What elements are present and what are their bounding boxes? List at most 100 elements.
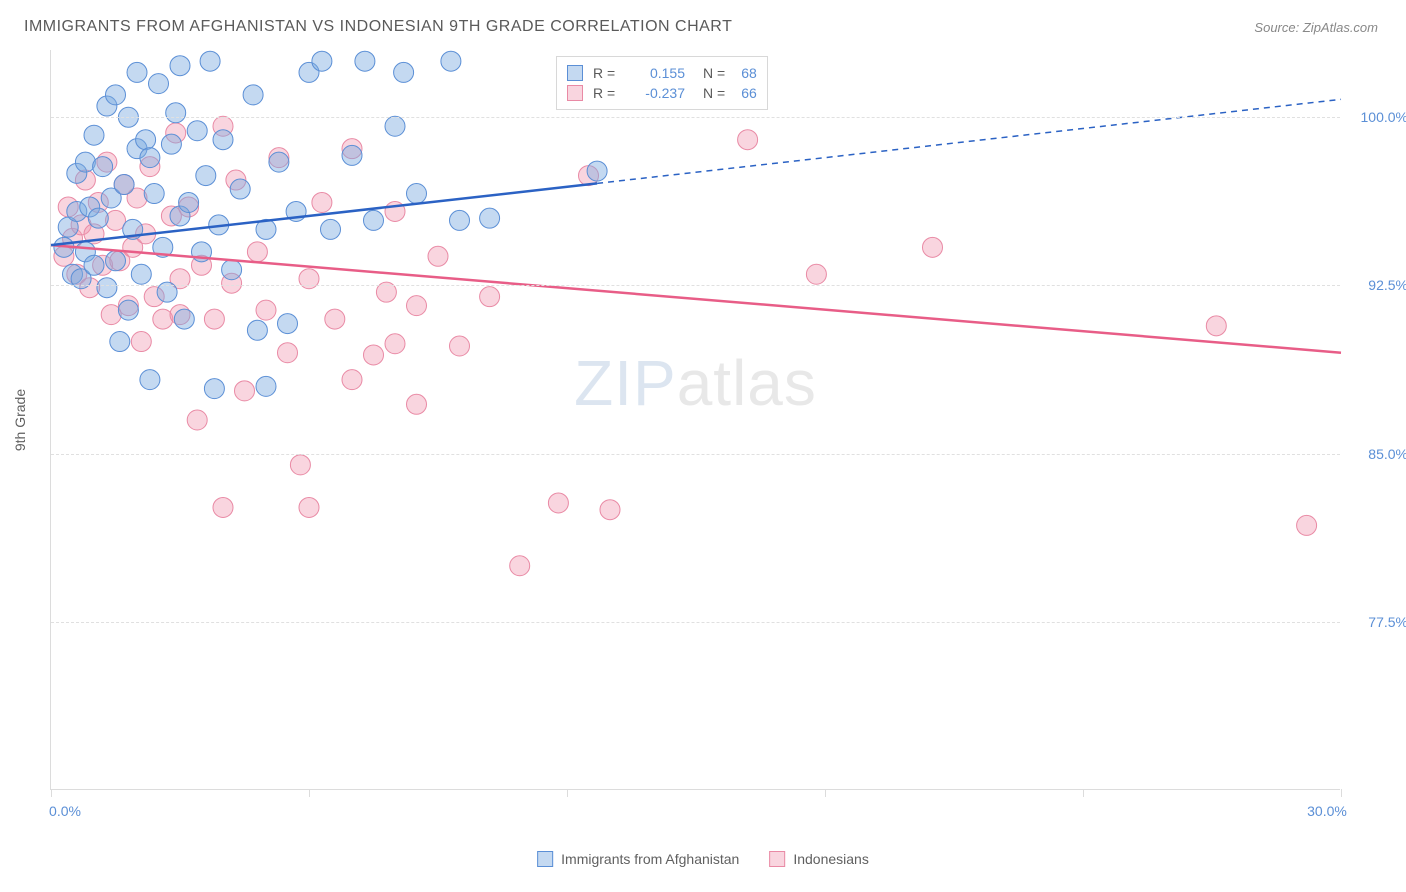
- scatter-point: [106, 85, 126, 105]
- scatter-point: [312, 51, 332, 71]
- scatter-point: [510, 556, 530, 576]
- scatter-point: [407, 296, 427, 316]
- legend-item-series1: Immigrants from Afghanistan: [537, 851, 739, 867]
- scatter-point: [149, 74, 169, 94]
- scatter-point: [247, 242, 267, 262]
- scatter-point: [1297, 515, 1317, 535]
- grid-line: [51, 622, 1340, 623]
- scatter-point: [213, 497, 233, 517]
- x-tick: [1083, 789, 1084, 797]
- stats-r-series1: 0.155: [631, 65, 685, 81]
- chart-svg: [51, 50, 1341, 790]
- stats-row-series1: R = 0.155 N = 68: [567, 63, 757, 83]
- scatter-point: [342, 370, 362, 390]
- scatter-point: [247, 320, 267, 340]
- scatter-point: [278, 314, 298, 334]
- scatter-point: [84, 255, 104, 275]
- source-value: ZipAtlas.com: [1303, 20, 1378, 35]
- scatter-point: [136, 130, 156, 150]
- scatter-point: [140, 148, 160, 168]
- scatter-point: [230, 179, 250, 199]
- scatter-point: [235, 381, 255, 401]
- scatter-point: [106, 251, 126, 271]
- scatter-point: [144, 184, 164, 204]
- stats-n-label: N =: [703, 85, 725, 101]
- plot-area: R = 0.155 N = 68 R = -0.237 N = 66 ZIPat…: [50, 50, 1340, 790]
- scatter-point: [385, 334, 405, 354]
- stats-n-series1: 68: [741, 65, 757, 81]
- scatter-point: [290, 455, 310, 475]
- source-attribution: Source: ZipAtlas.com: [1254, 20, 1378, 35]
- legend-label-series1: Immigrants from Afghanistan: [561, 851, 739, 867]
- scatter-point: [385, 116, 405, 136]
- footer-legend: Immigrants from Afghanistan Indonesians: [537, 851, 869, 867]
- regression-line: [51, 245, 1341, 353]
- scatter-point: [187, 121, 207, 141]
- scatter-point: [187, 410, 207, 430]
- scatter-point: [196, 166, 216, 186]
- legend-swatch-series2: [769, 851, 785, 867]
- scatter-point: [450, 210, 470, 230]
- scatter-point: [355, 51, 375, 71]
- scatter-point: [153, 309, 173, 329]
- stats-n-label: N =: [703, 65, 725, 81]
- scatter-point: [364, 345, 384, 365]
- scatter-point: [93, 157, 113, 177]
- y-tick-label: 92.5%: [1368, 277, 1406, 293]
- x-tick: [309, 789, 310, 797]
- scatter-point: [407, 394, 427, 414]
- x-tick: [567, 789, 568, 797]
- scatter-point: [441, 51, 461, 71]
- scatter-point: [204, 379, 224, 399]
- legend-swatch-series1: [537, 851, 553, 867]
- scatter-point: [114, 175, 134, 195]
- scatter-point: [200, 51, 220, 71]
- scatter-point: [97, 278, 117, 298]
- scatter-point: [256, 300, 276, 320]
- legend-item-series2: Indonesians: [769, 851, 869, 867]
- stats-legend-box: R = 0.155 N = 68 R = -0.237 N = 66: [556, 56, 768, 110]
- y-tick-label: 85.0%: [1368, 446, 1406, 462]
- x-tick: [1341, 789, 1342, 797]
- scatter-point: [321, 219, 341, 239]
- scatter-point: [84, 125, 104, 145]
- scatter-point: [110, 332, 130, 352]
- scatter-point: [738, 130, 758, 150]
- stats-swatch-series1: [567, 65, 583, 81]
- scatter-point: [278, 343, 298, 363]
- scatter-point: [923, 237, 943, 257]
- y-axis-title: 9th Grade: [12, 389, 28, 451]
- scatter-point: [166, 103, 186, 123]
- scatter-point: [243, 85, 263, 105]
- stats-n-series2: 66: [741, 85, 757, 101]
- scatter-point: [364, 210, 384, 230]
- scatter-point: [75, 152, 95, 172]
- scatter-point: [88, 208, 108, 228]
- scatter-point: [204, 309, 224, 329]
- stats-r-label: R =: [593, 85, 621, 101]
- source-label: Source:: [1254, 20, 1299, 35]
- y-tick-label: 100.0%: [1361, 109, 1406, 125]
- stats-r-series2: -0.237: [631, 85, 685, 101]
- scatter-point: [222, 260, 242, 280]
- scatter-point: [170, 56, 190, 76]
- y-tick-label: 77.5%: [1368, 614, 1406, 630]
- chart-title: IMMIGRANTS FROM AFGHANISTAN VS INDONESIA…: [24, 18, 732, 36]
- scatter-point: [806, 264, 826, 284]
- scatter-point: [140, 370, 160, 390]
- scatter-point: [312, 192, 332, 212]
- x-tick: [51, 789, 52, 797]
- scatter-point: [480, 287, 500, 307]
- scatter-point: [131, 264, 151, 284]
- scatter-point: [325, 309, 345, 329]
- scatter-point: [174, 309, 194, 329]
- scatter-point: [213, 130, 233, 150]
- scatter-point: [1206, 316, 1226, 336]
- chart-container: 9th Grade R = 0.155 N = 68 R = -0.237 N …: [50, 50, 1340, 790]
- scatter-point: [480, 208, 500, 228]
- scatter-point: [428, 246, 448, 266]
- grid-line: [51, 454, 1340, 455]
- regression-line-extrapolated: [597, 99, 1341, 183]
- legend-label-series2: Indonesians: [793, 851, 869, 867]
- grid-line: [51, 285, 1340, 286]
